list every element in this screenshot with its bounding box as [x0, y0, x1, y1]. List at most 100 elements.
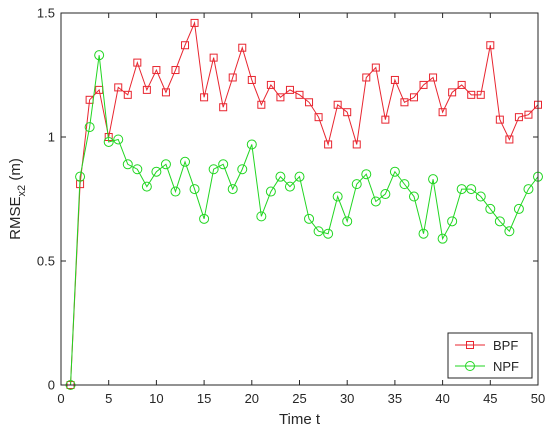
legend-label-bpf: BPF	[493, 338, 518, 353]
data-point-npf	[447, 216, 458, 227]
data-point-bpf	[209, 53, 218, 62]
data-point-npf	[475, 191, 486, 202]
data-point-npf	[370, 196, 381, 207]
data-point-npf	[189, 184, 200, 195]
data-point-bpf	[448, 88, 457, 97]
data-point-npf	[284, 181, 295, 192]
data-point-bpf	[295, 90, 304, 99]
data-point-bpf	[333, 100, 342, 109]
axis-layer: 0 5 10 15 20 25 30 35 40 45 50 0 0.5 1 1.5	[37, 6, 545, 407]
data-point-bpf	[438, 108, 447, 117]
data-point-bpf	[362, 73, 371, 82]
data-point-bpf	[228, 73, 237, 82]
x-tick-label: 40	[435, 391, 449, 406]
data-point-npf	[218, 159, 229, 170]
series-line-npf	[70, 55, 539, 386]
data-point-bpf	[400, 98, 409, 107]
data-point-npf	[389, 166, 400, 177]
data-point-bpf	[181, 41, 190, 50]
data-point-bpf	[200, 93, 209, 102]
data-point-npf	[122, 159, 133, 170]
data-point-npf	[246, 139, 257, 150]
data-point-npf	[275, 171, 286, 182]
data-point-bpf	[123, 90, 132, 99]
data-point-bpf	[266, 80, 275, 89]
data-point-npf	[428, 174, 439, 185]
data-point-bpf	[429, 73, 438, 82]
data-point-bpf	[457, 80, 466, 89]
data-point-npf	[523, 184, 534, 195]
data-point-bpf	[476, 90, 485, 99]
data-point-bpf	[409, 93, 418, 102]
x-tick-label: 10	[149, 391, 163, 406]
data-point-npf	[227, 184, 238, 195]
y-tick-label: 1	[48, 130, 55, 145]
data-point-npf	[456, 184, 467, 195]
data-point-npf	[437, 233, 448, 244]
data-point-npf	[113, 134, 124, 145]
data-point-bpf	[514, 113, 523, 122]
data-point-npf	[208, 164, 219, 175]
data-point-npf	[94, 50, 105, 61]
data-point-npf	[141, 181, 152, 192]
data-point-npf	[313, 226, 324, 237]
y-tick-label: 0.5	[37, 254, 55, 269]
data-point-npf	[342, 216, 353, 227]
data-point-npf	[380, 189, 391, 200]
y-tick-label: 1.5	[37, 6, 55, 21]
data-point-npf	[513, 203, 524, 214]
x-tick-label: 15	[197, 391, 211, 406]
data-point-bpf	[219, 103, 228, 112]
data-point-bpf	[352, 140, 361, 149]
data-point-bpf	[495, 115, 504, 124]
data-point-npf	[466, 184, 477, 195]
data-point-npf	[103, 136, 114, 147]
data-point-npf	[151, 166, 162, 177]
x-axis-label: Time t	[279, 411, 321, 428]
data-point-bpf	[305, 98, 314, 107]
data-point-bpf	[419, 80, 428, 89]
legend-marker-bpf	[466, 341, 474, 349]
data-point-npf	[180, 156, 191, 167]
data-point-bpf	[133, 58, 142, 67]
x-tick-label: 5	[105, 391, 112, 406]
data-point-npf	[418, 228, 429, 239]
x-tick-label: 45	[483, 391, 497, 406]
data-point-npf	[170, 186, 181, 197]
data-point-bpf	[276, 93, 285, 102]
y-axis-label-unit: (m)	[7, 158, 24, 185]
data-point-npf	[361, 169, 372, 180]
data-point-bpf	[152, 66, 161, 75]
data-point-npf	[504, 226, 515, 237]
legend-label-npf: NPF	[493, 359, 519, 374]
x-tick-label: 35	[388, 391, 402, 406]
legend: BPF NPF	[447, 332, 533, 379]
data-point-bpf	[238, 43, 247, 52]
data-point-bpf	[285, 85, 294, 94]
data-point-npf	[332, 191, 343, 202]
data-point-npf	[132, 164, 143, 175]
data-point-npf	[399, 179, 410, 190]
x-tick-label: 0	[57, 391, 64, 406]
x-tick-label: 30	[340, 391, 354, 406]
legend-box	[447, 332, 533, 379]
data-point-npf	[494, 216, 505, 227]
x-tick-label: 25	[292, 391, 306, 406]
data-point-npf	[323, 228, 334, 239]
data-point-npf	[294, 171, 305, 182]
legend-marker-npf	[465, 361, 475, 371]
data-point-bpf	[524, 110, 533, 119]
data-point-bpf	[467, 90, 476, 99]
data-point-bpf	[190, 18, 199, 27]
data-point-bpf	[505, 135, 514, 144]
y-tick-label: 0	[48, 378, 55, 393]
data-point-bpf	[486, 41, 495, 50]
data-point-npf	[265, 186, 276, 197]
data-point-npf	[75, 171, 86, 182]
data-point-npf	[237, 164, 248, 175]
data-point-npf	[199, 213, 210, 224]
data-point-npf	[351, 179, 362, 190]
plot-area	[61, 13, 538, 385]
data-point-bpf	[257, 100, 266, 109]
